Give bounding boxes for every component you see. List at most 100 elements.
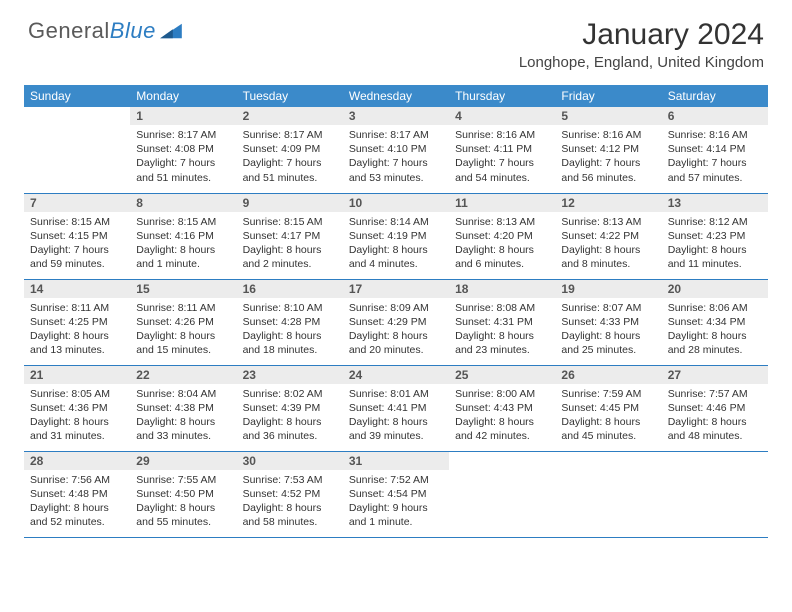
calendar-cell: 18Sunrise: 8:08 AMSunset: 4:31 PMDayligh… — [449, 279, 555, 365]
day-details: Sunrise: 8:10 AMSunset: 4:28 PMDaylight:… — [237, 298, 343, 362]
day-details: Sunrise: 8:01 AMSunset: 4:41 PMDaylight:… — [343, 384, 449, 448]
day-details: Sunrise: 7:56 AMSunset: 4:48 PMDaylight:… — [24, 470, 130, 534]
day-number: 5 — [555, 107, 661, 125]
day-number: 30 — [237, 452, 343, 470]
calendar-cell: 24Sunrise: 8:01 AMSunset: 4:41 PMDayligh… — [343, 365, 449, 451]
calendar-cell: 20Sunrise: 8:06 AMSunset: 4:34 PMDayligh… — [662, 279, 768, 365]
logo-text: GeneralBlue — [28, 18, 156, 44]
day-details: Sunrise: 8:17 AMSunset: 4:10 PMDaylight:… — [343, 125, 449, 189]
day-details: Sunrise: 8:00 AMSunset: 4:43 PMDaylight:… — [449, 384, 555, 448]
calendar-cell: 2Sunrise: 8:17 AMSunset: 4:09 PMDaylight… — [237, 107, 343, 193]
day-details: Sunrise: 7:53 AMSunset: 4:52 PMDaylight:… — [237, 470, 343, 534]
calendar-cell: 10Sunrise: 8:14 AMSunset: 4:19 PMDayligh… — [343, 193, 449, 279]
weekday-header: Monday — [130, 85, 236, 107]
calendar-cell: 23Sunrise: 8:02 AMSunset: 4:39 PMDayligh… — [237, 365, 343, 451]
weekday-header: Friday — [555, 85, 661, 107]
day-details: Sunrise: 8:14 AMSunset: 4:19 PMDaylight:… — [343, 212, 449, 276]
day-details: Sunrise: 8:12 AMSunset: 4:23 PMDaylight:… — [662, 212, 768, 276]
logo-text-accent: Blue — [110, 18, 156, 43]
calendar-table: SundayMondayTuesdayWednesdayThursdayFrid… — [24, 85, 768, 538]
calendar-cell: 6Sunrise: 8:16 AMSunset: 4:14 PMDaylight… — [662, 107, 768, 193]
day-number: 1 — [130, 107, 236, 125]
calendar-cell: 29Sunrise: 7:55 AMSunset: 4:50 PMDayligh… — [130, 451, 236, 537]
day-details: Sunrise: 8:13 AMSunset: 4:22 PMDaylight:… — [555, 212, 661, 276]
day-details: Sunrise: 8:09 AMSunset: 4:29 PMDaylight:… — [343, 298, 449, 362]
day-number: 28 — [24, 452, 130, 470]
calendar-cell: 7Sunrise: 8:15 AMSunset: 4:15 PMDaylight… — [24, 193, 130, 279]
day-details: Sunrise: 8:05 AMSunset: 4:36 PMDaylight:… — [24, 384, 130, 448]
day-number: 13 — [662, 194, 768, 212]
calendar-cell: 22Sunrise: 8:04 AMSunset: 4:38 PMDayligh… — [130, 365, 236, 451]
weekday-header: Thursday — [449, 85, 555, 107]
day-details: Sunrise: 8:13 AMSunset: 4:20 PMDaylight:… — [449, 212, 555, 276]
calendar-week-row: 1Sunrise: 8:17 AMSunset: 4:08 PMDaylight… — [24, 107, 768, 193]
calendar-cell: 25Sunrise: 8:00 AMSunset: 4:43 PMDayligh… — [449, 365, 555, 451]
calendar-cell: 5Sunrise: 8:16 AMSunset: 4:12 PMDaylight… — [555, 107, 661, 193]
day-details: Sunrise: 8:07 AMSunset: 4:33 PMDaylight:… — [555, 298, 661, 362]
calendar-week-row: 21Sunrise: 8:05 AMSunset: 4:36 PMDayligh… — [24, 365, 768, 451]
day-details: Sunrise: 8:16 AMSunset: 4:12 PMDaylight:… — [555, 125, 661, 189]
calendar-cell: 4Sunrise: 8:16 AMSunset: 4:11 PMDaylight… — [449, 107, 555, 193]
calendar-cell: 1Sunrise: 8:17 AMSunset: 4:08 PMDaylight… — [130, 107, 236, 193]
day-number: 20 — [662, 280, 768, 298]
weekday-header: Saturday — [662, 85, 768, 107]
page-title: January 2024 — [519, 18, 764, 52]
calendar-cell: 16Sunrise: 8:10 AMSunset: 4:28 PMDayligh… — [237, 279, 343, 365]
day-details: Sunrise: 8:08 AMSunset: 4:31 PMDaylight:… — [449, 298, 555, 362]
day-number: 15 — [130, 280, 236, 298]
day-number: 24 — [343, 366, 449, 384]
calendar-cell: 21Sunrise: 8:05 AMSunset: 4:36 PMDayligh… — [24, 365, 130, 451]
day-details: Sunrise: 8:06 AMSunset: 4:34 PMDaylight:… — [662, 298, 768, 362]
calendar-cell: 28Sunrise: 7:56 AMSunset: 4:48 PMDayligh… — [24, 451, 130, 537]
location-text: Longhope, England, United Kingdom — [519, 54, 764, 71]
day-details: Sunrise: 8:16 AMSunset: 4:11 PMDaylight:… — [449, 125, 555, 189]
day-number: 17 — [343, 280, 449, 298]
calendar-cell: 9Sunrise: 8:15 AMSunset: 4:17 PMDaylight… — [237, 193, 343, 279]
weekday-header: Sunday — [24, 85, 130, 107]
day-number: 18 — [449, 280, 555, 298]
calendar-cell — [555, 451, 661, 537]
day-details: Sunrise: 7:59 AMSunset: 4:45 PMDaylight:… — [555, 384, 661, 448]
day-number: 2 — [237, 107, 343, 125]
day-details: Sunrise: 8:16 AMSunset: 4:14 PMDaylight:… — [662, 125, 768, 189]
day-number: 25 — [449, 366, 555, 384]
day-details: Sunrise: 8:11 AMSunset: 4:25 PMDaylight:… — [24, 298, 130, 362]
calendar-cell: 27Sunrise: 7:57 AMSunset: 4:46 PMDayligh… — [662, 365, 768, 451]
day-number: 6 — [662, 107, 768, 125]
day-number: 11 — [449, 194, 555, 212]
calendar-cell: 19Sunrise: 8:07 AMSunset: 4:33 PMDayligh… — [555, 279, 661, 365]
day-number: 3 — [343, 107, 449, 125]
day-number: 12 — [555, 194, 661, 212]
calendar-cell: 30Sunrise: 7:53 AMSunset: 4:52 PMDayligh… — [237, 451, 343, 537]
day-number: 14 — [24, 280, 130, 298]
logo-text-main: General — [28, 18, 110, 43]
calendar-cell: 8Sunrise: 8:15 AMSunset: 4:16 PMDaylight… — [130, 193, 236, 279]
logo-triangle-icon — [160, 22, 182, 40]
day-details: Sunrise: 8:15 AMSunset: 4:16 PMDaylight:… — [130, 212, 236, 276]
calendar-cell: 31Sunrise: 7:52 AMSunset: 4:54 PMDayligh… — [343, 451, 449, 537]
header: GeneralBlue January 2024 Longhope, Engla… — [0, 0, 792, 77]
day-number: 4 — [449, 107, 555, 125]
day-number: 26 — [555, 366, 661, 384]
calendar-body: 1Sunrise: 8:17 AMSunset: 4:08 PMDaylight… — [24, 107, 768, 537]
day-details: Sunrise: 7:52 AMSunset: 4:54 PMDaylight:… — [343, 470, 449, 534]
day-number: 7 — [24, 194, 130, 212]
calendar-cell — [449, 451, 555, 537]
day-number: 16 — [237, 280, 343, 298]
day-number: 10 — [343, 194, 449, 212]
day-details: Sunrise: 8:15 AMSunset: 4:15 PMDaylight:… — [24, 212, 130, 276]
calendar-cell: 3Sunrise: 8:17 AMSunset: 4:10 PMDaylight… — [343, 107, 449, 193]
day-number: 31 — [343, 452, 449, 470]
calendar-week-row: 14Sunrise: 8:11 AMSunset: 4:25 PMDayligh… — [24, 279, 768, 365]
day-number: 9 — [237, 194, 343, 212]
calendar-cell: 17Sunrise: 8:09 AMSunset: 4:29 PMDayligh… — [343, 279, 449, 365]
logo: GeneralBlue — [28, 18, 182, 44]
day-details: Sunrise: 8:02 AMSunset: 4:39 PMDaylight:… — [237, 384, 343, 448]
day-details: Sunrise: 7:57 AMSunset: 4:46 PMDaylight:… — [662, 384, 768, 448]
day-number: 22 — [130, 366, 236, 384]
calendar-cell: 12Sunrise: 8:13 AMSunset: 4:22 PMDayligh… — [555, 193, 661, 279]
calendar-cell: 13Sunrise: 8:12 AMSunset: 4:23 PMDayligh… — [662, 193, 768, 279]
day-number: 19 — [555, 280, 661, 298]
day-number: 21 — [24, 366, 130, 384]
calendar-cell: 11Sunrise: 8:13 AMSunset: 4:20 PMDayligh… — [449, 193, 555, 279]
